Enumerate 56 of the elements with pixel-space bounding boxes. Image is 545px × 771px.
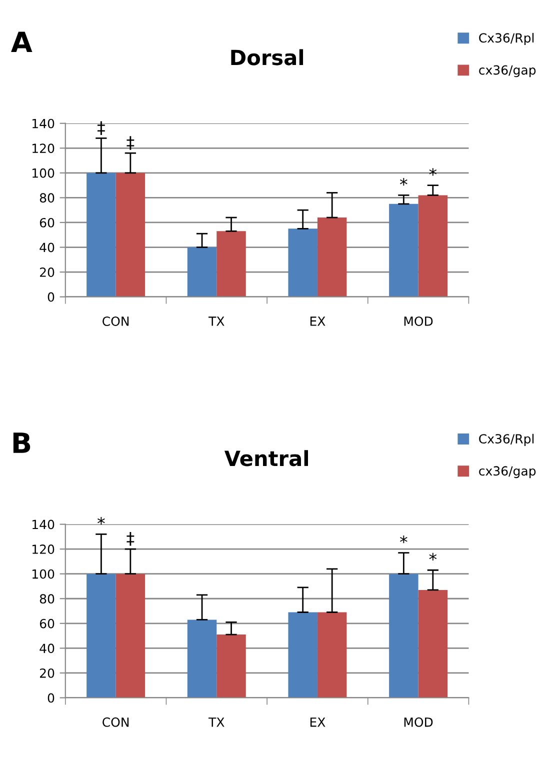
y-tick-label: 80 [40,193,54,203]
bar [86,172,116,297]
annotation: * [429,168,437,176]
y-tick-label: 140 [32,118,54,128]
x-tick-label: TX [208,718,224,727]
legend-label: Cx36/Rpl [479,434,534,446]
legend-label: cx36/gap [479,65,536,78]
y-tick-label: 40 [40,644,54,654]
bar [216,231,246,297]
bar [116,172,146,297]
annotation: * [400,178,408,186]
y-tick-label: 0 [48,693,54,703]
text: B [13,432,30,453]
x-tick-label: MOD [404,717,433,727]
annotation: ‡ [126,532,134,546]
bar [216,634,246,698]
y-tick-label: 20 [40,668,54,678]
annotation: * [400,536,408,544]
x-tick-label: EX [310,316,326,326]
bar [418,590,448,698]
annotation: ‡ [97,121,105,135]
bar [418,195,448,297]
y-tick-label: 100 [32,569,54,579]
y-tick-label: 60 [40,618,54,628]
y-tick-label: 100 [32,168,54,178]
bar [116,574,146,698]
x-tick-label: EX [310,718,326,727]
bar [389,204,418,297]
x-tick-label: TX [208,316,224,326]
y-tick-label: 60 [40,218,54,228]
y-tick-label: 80 [40,594,54,604]
annotation: ‡ [126,136,134,150]
legend-label: cx36/gap [479,466,536,478]
bar [288,612,318,698]
chart-title: Dorsal [231,49,304,66]
y-tick-label: 120 [32,544,54,554]
x-tick-label: CON [102,316,129,326]
bar [317,612,347,698]
legend-label: Cx36/Rpl [479,32,534,46]
annotation: * [98,516,105,525]
text: A [11,32,32,52]
x-tick-label: MOD [404,316,433,326]
bar [187,620,217,698]
y-tick-label: 0 [48,292,54,302]
chart-title: Ventral [224,450,308,466]
y-tick-label: 140 [32,520,54,530]
x-tick-label: CON [102,717,129,727]
bar [187,247,217,297]
annotation: * [429,552,437,561]
y-tick-label: 40 [40,242,54,252]
bar [288,228,318,297]
y-tick-label: 20 [40,268,54,277]
bar [317,218,347,297]
bar [86,574,116,698]
y-tick-label: 120 [32,144,54,154]
bar [389,574,418,698]
